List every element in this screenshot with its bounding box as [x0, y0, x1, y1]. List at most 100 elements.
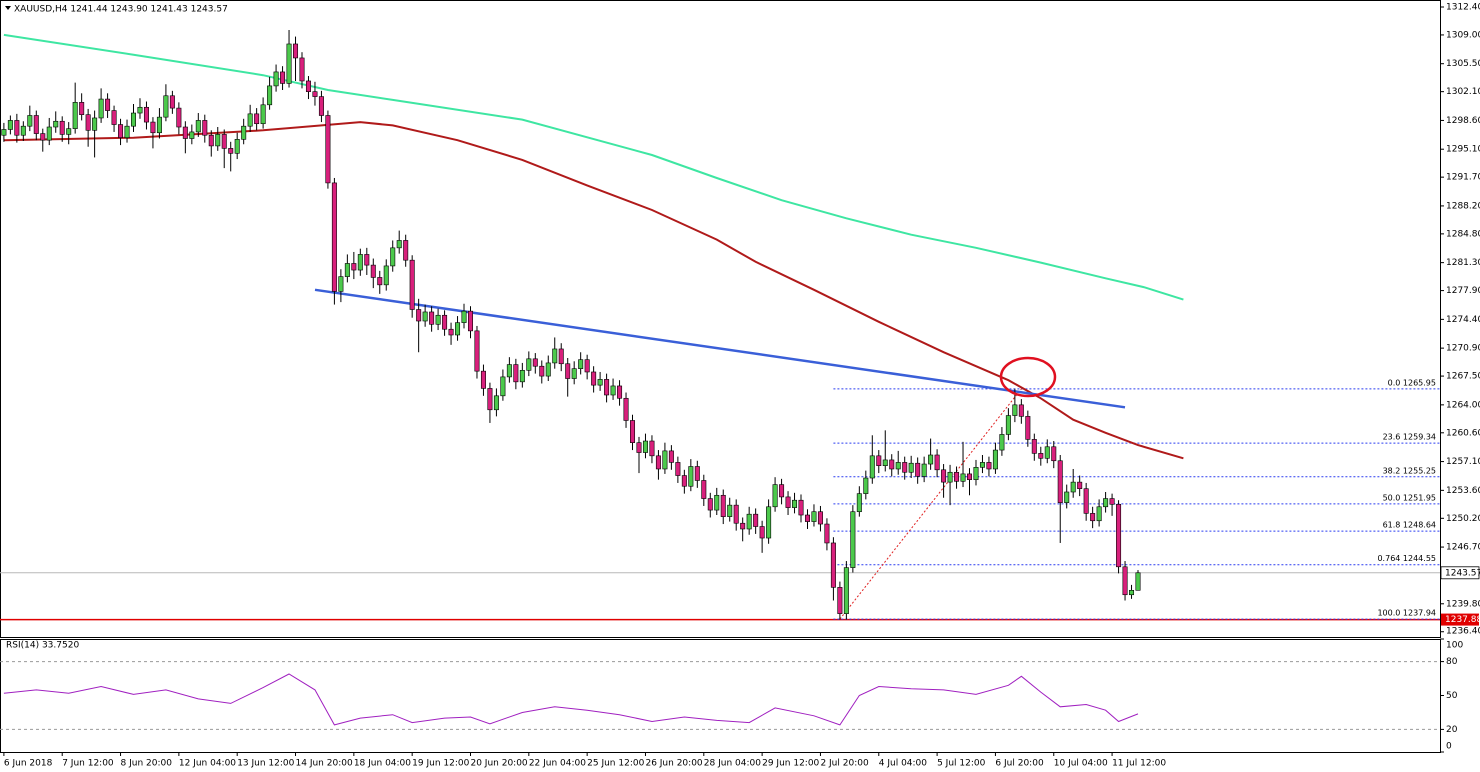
- y-tick-label: 0: [1446, 742, 1452, 752]
- y-tick-label: 1284.80: [1446, 229, 1480, 239]
- candle-body: [455, 322, 461, 336]
- candle-body: [617, 385, 623, 399]
- x-tick-label: 7 Jun 12:00: [62, 759, 114, 769]
- candle-body: [20, 125, 26, 136]
- candle-body: [662, 450, 668, 470]
- candle-body: [98, 98, 104, 119]
- candle-body: [811, 511, 817, 522]
- candle-body: [1057, 460, 1063, 503]
- x-tick-label: 4 Jul 04:00: [879, 759, 928, 769]
- trendline: [314, 288, 1126, 409]
- candle-body: [254, 113, 260, 125]
- candle-body: [597, 379, 603, 386]
- support-label: 1237.88: [1445, 615, 1480, 625]
- y-tick-label: 1250.20: [1446, 514, 1480, 524]
- candle-body: [681, 475, 687, 487]
- x-tick-label: 2 Jul 20:00: [820, 759, 869, 769]
- fib-line: [839, 388, 1022, 620]
- candle-body: [928, 454, 934, 465]
- candle-body: [558, 348, 564, 365]
- x-tick-label: 18 Jun 04:00: [354, 759, 411, 769]
- candle-body: [733, 504, 739, 524]
- candle-body: [804, 514, 810, 522]
- candle-body: [442, 314, 448, 330]
- x-tick-label: 22 Jun 04:00: [529, 759, 586, 769]
- candle-body: [305, 80, 311, 92]
- candle-body: [163, 95, 169, 118]
- candle-body: [506, 364, 512, 378]
- candle-body: [85, 114, 91, 131]
- candle-body: [364, 254, 370, 266]
- candle-body: [1, 129, 7, 136]
- candle-body: [817, 511, 823, 525]
- candle-body: [1044, 446, 1050, 459]
- candle-body: [843, 567, 849, 614]
- candle-body: [487, 388, 493, 411]
- candle-body: [824, 523, 830, 544]
- candle-body: [474, 330, 480, 372]
- candle-body: [649, 440, 655, 457]
- candle-body: [331, 182, 337, 292]
- fib-label: 0.764 1244.55: [1377, 554, 1436, 563]
- candle-body: [467, 310, 473, 332]
- candle-body: [409, 259, 415, 310]
- y-tick-label: 1291.70: [1446, 173, 1480, 183]
- candle-body: [604, 379, 610, 396]
- candle-body: [105, 98, 111, 111]
- candle-body: [79, 102, 85, 115]
- candle-body: [960, 473, 966, 482]
- candle-body: [947, 471, 953, 483]
- candle-body: [1064, 491, 1070, 503]
- candle-body: [539, 365, 545, 377]
- menu-icon[interactable]: [5, 6, 11, 10]
- fib-label: 100.0 1237.94: [1377, 609, 1436, 618]
- y-tick-label: 1260.60: [1446, 428, 1480, 438]
- fib-label: 38.2 1255.25: [1383, 466, 1436, 475]
- candle-body: [27, 115, 33, 127]
- y-tick-label: 1270.90: [1446, 344, 1480, 354]
- y-tick-label: 1267.50: [1446, 372, 1480, 382]
- candle-body: [131, 112, 137, 127]
- y-tick-label: 1281.30: [1446, 258, 1480, 268]
- candle-body: [1018, 404, 1024, 417]
- candle-body: [727, 504, 733, 517]
- candle-body: [714, 494, 720, 511]
- candle-body: [1116, 504, 1122, 568]
- candle-body: [1051, 446, 1057, 462]
- candle-body: [72, 102, 78, 129]
- candle-body: [221, 134, 227, 149]
- candle-body: [344, 263, 350, 277]
- candle-body: [979, 462, 985, 468]
- fib-label: 50.0 1251.95: [1383, 493, 1436, 502]
- candle-body: [1129, 590, 1135, 596]
- candle-body: [40, 133, 46, 141]
- x-tick-label: 19 Jun 12:00: [412, 759, 469, 769]
- candle-body: [694, 466, 700, 481]
- candle-body: [461, 310, 467, 323]
- candle-body: [772, 484, 778, 508]
- candle-body: [312, 91, 318, 97]
- candle-body: [215, 134, 221, 147]
- candle-body: [552, 348, 558, 364]
- candle-body: [1070, 481, 1076, 493]
- rsi-title: RSI(14) 33.7520: [6, 641, 79, 651]
- moving-average: [3, 121, 1184, 460]
- candle-body: [33, 115, 39, 134]
- y-tick-label: 1288.20: [1446, 201, 1480, 211]
- candle-body: [668, 450, 674, 463]
- candle-body: [1031, 439, 1037, 454]
- candle-body: [448, 328, 454, 336]
- candle-body: [396, 240, 402, 249]
- y-tick-label: 1274.40: [1446, 315, 1480, 325]
- fib-label: 0.0 1265.95: [1388, 378, 1436, 387]
- x-tick-label: 25 Jun 12:00: [587, 759, 644, 769]
- candle-body: [208, 134, 214, 147]
- candle-body: [526, 358, 532, 371]
- candle-body: [999, 434, 1005, 451]
- candle-body: [785, 496, 791, 508]
- y-tick-label: 1257.10: [1446, 457, 1480, 467]
- candle-body: [280, 71, 286, 84]
- y-tick-label: 1305.50: [1446, 59, 1480, 69]
- x-tick-label: 13 Jun 12:00: [237, 759, 294, 769]
